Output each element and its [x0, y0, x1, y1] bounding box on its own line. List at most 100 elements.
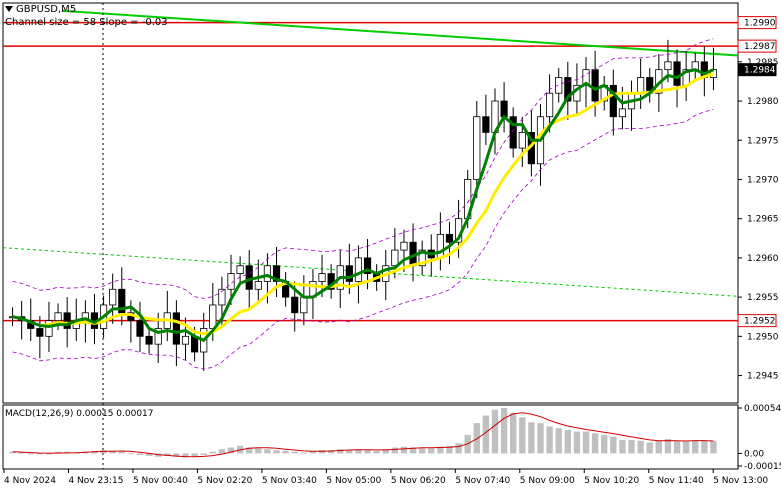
candle-body [546, 92, 554, 118]
macd-bar [555, 428, 562, 454]
channel-upper-line [62, 9, 739, 57]
macd-bar [264, 449, 271, 454]
macd-bar [673, 440, 681, 454]
macd-bar [246, 447, 253, 454]
macd-bar [209, 451, 216, 454]
macd-bar [300, 452, 308, 454]
candle-body [45, 320, 53, 337]
candle-body [482, 116, 490, 133]
macd-bar [682, 441, 690, 454]
candle-body [136, 320, 144, 337]
macd-bar [491, 409, 499, 454]
time-tick-label: 5 Nov 03:40 [262, 476, 317, 486]
macd-bar [710, 440, 717, 454]
macd-bar [400, 446, 408, 454]
macd-bar [564, 429, 571, 454]
price-tick-label: 1.2955 [747, 293, 779, 303]
macd-bar [646, 442, 653, 454]
candle-body [518, 132, 526, 149]
chart-header: GBPUSD,M5 Channel size = 58 Slope = -0.0… [5, 3, 168, 29]
macd-bar [537, 423, 544, 454]
macd-signal-line [12, 412, 714, 458]
candle-body [236, 265, 244, 274]
price-tag: 1.2984 [737, 63, 777, 77]
macd-bar [528, 422, 535, 454]
candle-body [445, 233, 454, 243]
price-tag-value: 1.2990 [744, 19, 776, 29]
candle-body [318, 273, 326, 282]
price-tick-label: 1.2960 [747, 254, 779, 264]
symbol-label: GBPUSD,M5 [5, 3, 168, 16]
macd-bar [173, 453, 180, 457]
macd-tick-label: 0.00054 [744, 404, 781, 414]
candle-body [391, 249, 399, 267]
level-lines [3, 21, 738, 322]
price-tag: 1.2952 [737, 314, 777, 328]
macd-bar [482, 415, 490, 454]
macd-bar [145, 453, 153, 456]
candle-body [181, 335, 190, 345]
price-tick-label: 1.2945 [747, 372, 779, 382]
macd-bar [118, 451, 125, 454]
symbol-text: GBPUSD,M5 [16, 4, 77, 15]
candle-body [291, 296, 299, 314]
price-tick-label: 1.2950 [747, 332, 779, 342]
macd-bar [291, 451, 298, 454]
macd-bar [628, 439, 635, 454]
macd-bar [391, 447, 399, 454]
time-tick-label: 5 Nov 05:00 [326, 476, 381, 486]
dropdown-triangle-icon[interactable] [5, 6, 13, 12]
macd-bar [546, 426, 553, 454]
macd-bar [455, 443, 462, 454]
macd-bar [45, 453, 53, 455]
macd-bar [36, 453, 44, 455]
macd-tick-label: -0.00015 [744, 462, 781, 472]
price-tag-value: 1.2984 [744, 66, 776, 76]
macd-bar [218, 449, 226, 454]
macd-bar [273, 450, 280, 454]
candle-body [154, 328, 162, 345]
macd-bar [382, 449, 389, 454]
time-tick-label: 5 Nov 06:20 [391, 476, 446, 486]
time-tick-label: 5 Nov 07:40 [455, 476, 510, 486]
candle-body [254, 281, 262, 290]
macd-bar [346, 450, 353, 454]
macd-bar [664, 439, 672, 454]
macd-bar [373, 450, 380, 454]
price-tag-value: 1.2987 [744, 42, 776, 52]
macd-bar [601, 434, 608, 454]
time-tick-label: 5 Nov 00:40 [133, 476, 188, 486]
candle-body [345, 265, 353, 282]
candle-body [145, 335, 153, 345]
macd-bar [136, 453, 144, 456]
time-tick-label: 5 Nov 02:20 [197, 476, 252, 486]
macd-bar [582, 431, 590, 454]
macd-bar [309, 450, 317, 454]
macd-bar [409, 447, 417, 454]
candle-body [509, 116, 517, 149]
envelope-lower-band [12, 108, 714, 370]
price-tick-label: 1.2980 [747, 97, 779, 107]
macd-bar [364, 450, 371, 454]
macd-bar [255, 448, 262, 454]
price-tag-box [737, 314, 777, 328]
price-tag-box [737, 39, 777, 53]
macd-bar [446, 445, 453, 454]
candle-body [609, 84, 617, 118]
time-tick-label: 5 Nov 09:00 [520, 476, 575, 486]
macd-bar [318, 450, 326, 454]
candle-body [54, 312, 62, 322]
macd-bar [701, 440, 708, 454]
macd-plot-frame [2, 404, 739, 470]
candle-body [218, 288, 226, 306]
macd-bar [27, 453, 34, 455]
price-tick-label: 1.2970 [747, 175, 779, 185]
time-tick-label: 5 Nov 13:00 [713, 476, 768, 486]
macd-bar [692, 440, 699, 454]
candle-body [637, 77, 645, 94]
candle-body [354, 257, 363, 282]
macd-bar [109, 450, 116, 454]
macd-label: MACD(12,26,9) 0.00015 0.00017 [5, 409, 154, 419]
